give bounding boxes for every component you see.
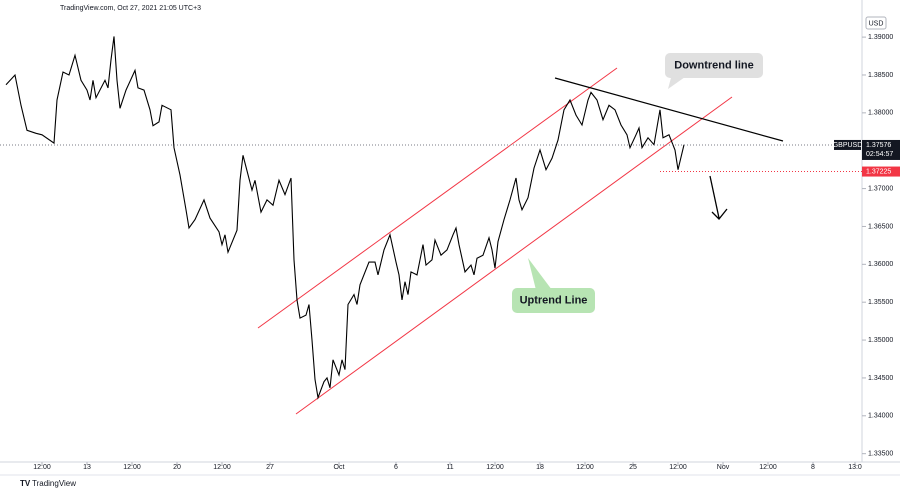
last-price: 1.37576: [866, 142, 891, 149]
x-tick-label: 25: [629, 464, 637, 471]
x-tick-label: Oct: [334, 464, 345, 471]
level-box: [862, 166, 900, 177]
x-tick-label: Nov: [717, 464, 730, 471]
x-tick-label: 13: [83, 464, 91, 471]
y-tick-label: 1.35500: [868, 299, 893, 306]
y-tick-label: 1.38500: [868, 72, 893, 79]
level-label: 1.37225: [866, 168, 891, 175]
x-tick-label: 27: [266, 464, 274, 471]
y-tick-label: 1.34000: [868, 413, 893, 420]
channel-lower: [295, 96, 733, 415]
y-tick-label: 1.35000: [868, 337, 893, 344]
currency-box: [865, 16, 887, 30]
y-tick-label: 1.36500: [868, 223, 893, 230]
x-tick-label: 12:00: [123, 464, 141, 471]
x-tick-label: 6: [394, 464, 398, 471]
annotation: Uptrend Line: [520, 294, 588, 306]
currency: USD: [869, 20, 884, 27]
downtrend-line: [554, 77, 784, 142]
x-tick-label: 12:00: [759, 464, 777, 471]
y-tick-label: 1.33500: [868, 451, 893, 458]
x-tick-label: 12:00: [669, 464, 687, 471]
y-tick-label: 1.36000: [868, 261, 893, 268]
symbol-box: [834, 139, 861, 150]
last-price-box: [862, 139, 900, 160]
price-line: [5, 36, 685, 400]
y-tick-label: 1.39000: [868, 34, 893, 41]
x-tick-label: 20: [173, 464, 181, 471]
callout-pointer: [528, 258, 552, 290]
x-tick-label: 12:00: [33, 464, 51, 471]
y-tick-label: 1.34500: [868, 375, 893, 382]
channel-upper: [257, 67, 618, 329]
x-tick-label: 18: [536, 464, 544, 471]
header: TradingView.com, Oct 27, 2021 21:05 UTC+…: [60, 5, 201, 12]
footer: TradingView: [32, 479, 76, 488]
x-tick-label: 12:00: [486, 464, 504, 471]
x-tick-label: 11: [446, 464, 453, 471]
callout-box: [512, 288, 595, 313]
x-tick-label: 13:0: [848, 464, 862, 471]
arrow: [709, 175, 728, 220]
y-tick-label: 1.37000: [868, 185, 893, 192]
x-tick-label: 8: [811, 464, 815, 471]
annotation: Downtrend line: [674, 59, 753, 71]
footer-logo: TV: [20, 479, 31, 488]
x-tick-label: 12:00: [576, 464, 594, 471]
countdown: 02:54:57: [866, 151, 893, 158]
callout-box: [665, 53, 763, 78]
symbol: GBPUSD: [833, 142, 863, 149]
x-tick-label: 12:00: [213, 464, 231, 471]
y-tick-label: 1.38000: [868, 110, 893, 117]
